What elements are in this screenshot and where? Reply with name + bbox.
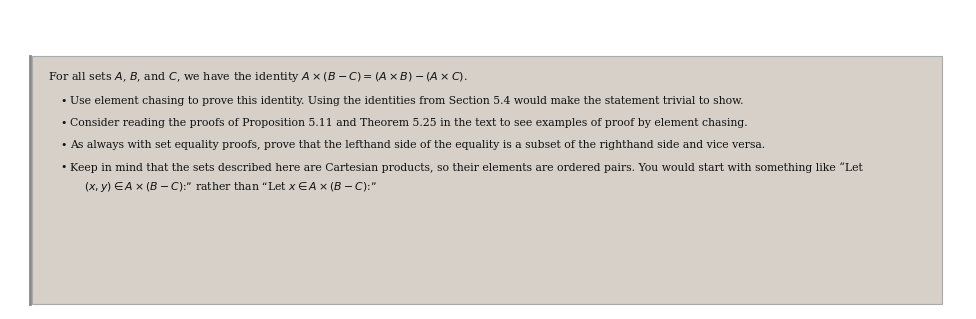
- Text: Keep in mind that the sets described here are Cartesian products, so their eleme: Keep in mind that the sets described her…: [70, 162, 863, 173]
- Text: •: •: [60, 162, 66, 172]
- Text: As always with set equality proofs, prove that the lefthand side of the equality: As always with set equality proofs, prov…: [70, 140, 765, 150]
- Text: Use element chasing to prove this identity. Using the identities from Section 5.: Use element chasing to prove this identi…: [70, 96, 744, 106]
- Text: For all sets $A$, $B$, and $C$, we have the identity $A \times (B - C) = (A \tim: For all sets $A$, $B$, and $C$, we have …: [48, 70, 468, 84]
- Text: •: •: [60, 140, 66, 150]
- Text: $(x, y) \in A \times (B - C)$:” rather than “Let $x \in A \times (B - C)$:”: $(x, y) \in A \times (B - C)$:” rather t…: [84, 180, 377, 194]
- FancyBboxPatch shape: [32, 56, 942, 304]
- Text: •: •: [60, 96, 66, 106]
- Text: •: •: [60, 118, 66, 128]
- Text: Consider reading the proofs of Proposition 5.11 and Theorem 5.25 in the text to : Consider reading the proofs of Propositi…: [70, 118, 748, 128]
